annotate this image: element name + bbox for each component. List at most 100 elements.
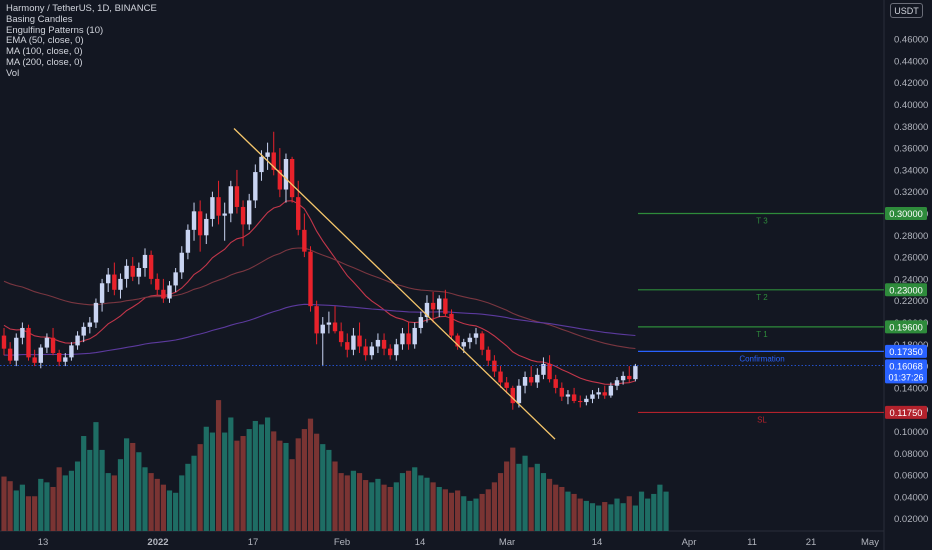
volume-bar — [332, 461, 338, 531]
candle-body — [510, 387, 515, 404]
candle-body — [614, 380, 620, 386]
candle-body — [185, 229, 191, 253]
time-tick-label: May — [861, 537, 879, 548]
candle-body — [1, 335, 7, 349]
trendline[interactable] — [233, 128, 556, 440]
volume-bar — [314, 433, 320, 531]
candle-body — [112, 274, 117, 290]
candle-body — [357, 335, 362, 347]
candle-body — [155, 278, 160, 290]
price-badges: 0.30000 0.23000 0.19600 0.17350 0.11750 0.160… — [885, 207, 927, 419]
volume-bar — [166, 490, 173, 531]
candle-body — [50, 337, 56, 354]
symbol-title[interactable]: Harmony / TetherUS, 1D, BINANCE — [6, 3, 157, 14]
volume-bar — [577, 498, 583, 531]
volume-bar — [197, 444, 203, 531]
indicator-ma-200[interactable]: MA (200, close, 0) — [6, 56, 83, 68]
candle-body — [492, 360, 497, 372]
volume-bar — [559, 486, 565, 531]
candle-body — [26, 327, 31, 358]
candle-body — [620, 375, 626, 381]
price-tick-label: 0.28000 — [894, 231, 928, 242]
candle-body — [627, 375, 632, 380]
volume-bar — [430, 482, 436, 531]
price-axis[interactable]: 0.46000 0.44000 0.42000 0.40000 0.38000 0.360… — [894, 35, 928, 526]
candle-body — [93, 302, 99, 323]
volume-bar — [13, 490, 19, 531]
price-tick-label: 0.46000 — [894, 35, 928, 46]
candle-body — [535, 374, 540, 383]
volume-bar — [455, 490, 461, 531]
volume-bar — [111, 475, 117, 531]
volume-bar — [405, 470, 412, 531]
candle-body — [63, 357, 68, 362]
indicator-basing-candles[interactable]: Basing Candles — [6, 13, 73, 25]
candle-body — [578, 400, 583, 403]
volume-bar — [565, 491, 571, 531]
candle-body — [289, 159, 295, 198]
indicator-engulfing-patterns[interactable]: Engulfing Patterns (10) — [6, 24, 104, 36]
candle-body — [455, 335, 460, 347]
level-label: T 2 — [756, 293, 768, 302]
volume-bar — [277, 440, 283, 531]
level-price-badge — [885, 344, 927, 358]
level-price-badge — [885, 405, 927, 419]
candle-body — [467, 337, 473, 343]
volume-bar — [497, 473, 504, 531]
level-price-text: 0.19600 — [889, 322, 923, 332]
volume-bar — [387, 486, 393, 531]
volume-bar — [638, 491, 645, 531]
candle-body — [486, 349, 491, 361]
candle-body — [381, 339, 387, 349]
volume-bar — [160, 484, 166, 531]
candle-body — [265, 152, 270, 157]
price-tick-label: 0.26000 — [894, 253, 928, 264]
volume-bar — [25, 496, 32, 531]
candle-body — [516, 385, 522, 404]
volume-bar — [485, 489, 491, 531]
time-axis[interactable]: 13 2022 17 Feb 14 Mar 14 Apr 11 21 May — [38, 537, 880, 548]
candle-body — [565, 394, 571, 397]
volume-bar — [424, 477, 430, 531]
candle-body — [222, 213, 227, 216]
volume-bar — [191, 455, 197, 531]
currency-button[interactable]: USDT — [890, 3, 923, 18]
volume-bar — [596, 505, 602, 531]
volume-bar — [142, 467, 148, 531]
candle-body — [136, 268, 142, 277]
price-tick-label: 0.40000 — [894, 100, 928, 111]
candle-body — [259, 156, 264, 173]
candle-body — [400, 333, 405, 345]
moving-averages — [3, 200, 636, 385]
volume-bar — [307, 418, 314, 531]
current-price-badge — [885, 359, 927, 384]
volume-bar — [663, 491, 669, 531]
volume-bar — [203, 426, 209, 531]
volume-bar — [540, 473, 547, 531]
volume-bar — [62, 475, 68, 531]
volume-bar — [228, 417, 234, 531]
candle-body — [338, 331, 344, 343]
candle-body — [87, 322, 93, 327]
volume-bar — [350, 470, 357, 531]
candle-body — [332, 322, 338, 332]
indicator-volume[interactable]: Vol — [6, 67, 20, 79]
volume-bar — [81, 436, 87, 531]
level-price-badge — [885, 207, 927, 220]
volume-bar — [534, 463, 540, 531]
volume-bar — [651, 493, 657, 531]
time-tick-label: 11 — [747, 537, 757, 548]
volume-bar — [19, 484, 25, 531]
candle-body — [173, 272, 178, 286]
volume-bar — [571, 493, 577, 531]
volume-bar — [44, 482, 50, 531]
indicator-ema-50[interactable]: EMA (50, close, 0) — [6, 35, 84, 47]
volume-bar — [645, 498, 651, 531]
candle-body — [99, 283, 105, 303]
volume-bar — [399, 473, 406, 531]
indicator-ma-100[interactable]: MA (100, close, 0) — [6, 46, 83, 58]
volume-bar — [271, 431, 277, 531]
volume-bar — [442, 489, 448, 531]
